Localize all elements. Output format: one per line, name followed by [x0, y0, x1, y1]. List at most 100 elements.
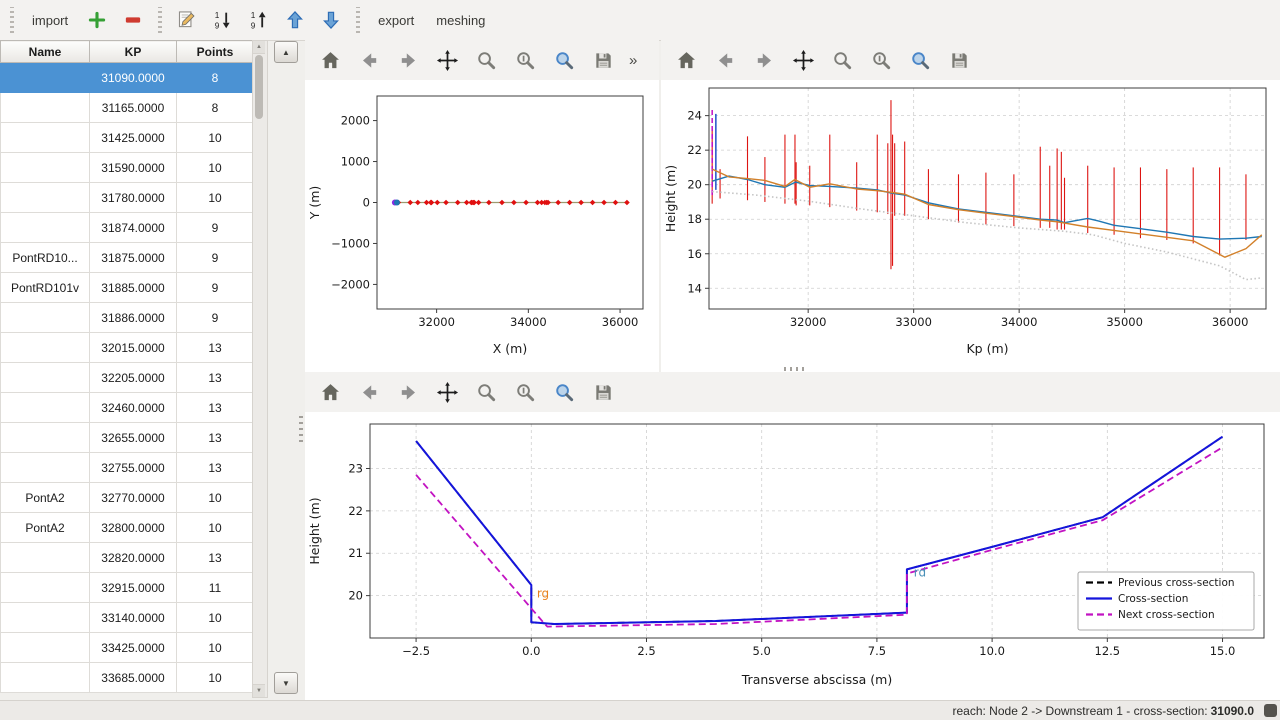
table-row[interactable]: 31165.0000 8	[0, 92, 254, 123]
pan-button[interactable]	[432, 45, 462, 75]
options-button[interactable]	[510, 45, 540, 75]
table-row[interactable]: 32755.0000 13	[0, 452, 254, 483]
cell-kp[interactable]: 32655.0000	[89, 422, 177, 453]
cell-points[interactable]: 13	[176, 422, 254, 453]
cell-name[interactable]	[0, 302, 90, 333]
cell-name[interactable]	[0, 392, 90, 423]
cell-points[interactable]: 13	[176, 542, 254, 573]
cell-points[interactable]: 8	[176, 62, 254, 93]
cell-kp[interactable]: 31780.0000	[89, 182, 177, 213]
cell-points[interactable]: 10	[176, 632, 254, 663]
cell-kp[interactable]: 31875.0000	[89, 242, 177, 273]
table-row[interactable]: 31590.0000 10	[0, 152, 254, 183]
cell-name[interactable]	[0, 62, 90, 93]
cell-name[interactable]	[0, 212, 90, 243]
cell-points[interactable]: 13	[176, 392, 254, 423]
table-row[interactable]: 33685.0000 10	[0, 662, 254, 693]
column-header-kp[interactable]: KP	[89, 40, 177, 63]
forward-button[interactable]	[393, 377, 423, 407]
table-row[interactable]: 33140.0000 10	[0, 602, 254, 633]
column-header-points[interactable]: Points	[176, 40, 254, 63]
toolbar-overflow-chevron[interactable]: »	[629, 51, 638, 69]
cell-points[interactable]: 9	[176, 272, 254, 303]
cell-points[interactable]: 13	[176, 332, 254, 363]
cell-points[interactable]: 9	[176, 212, 254, 243]
back-button[interactable]	[354, 45, 384, 75]
cell-points[interactable]: 11	[176, 572, 254, 603]
cell-kp[interactable]: 32820.0000	[89, 542, 177, 573]
table-scrollbar[interactable]: ▲ ▼	[252, 40, 268, 698]
zoom-button[interactable]	[471, 377, 501, 407]
home-button[interactable]	[671, 45, 701, 75]
table-row[interactable]: 32655.0000 13	[0, 422, 254, 453]
cell-points[interactable]: 13	[176, 452, 254, 483]
move-up-button[interactable]	[278, 3, 312, 37]
pan-button[interactable]	[432, 377, 462, 407]
resize-grip[interactable]	[1264, 704, 1277, 717]
cell-name[interactable]	[0, 332, 90, 363]
table-row[interactable]: 31874.0000 9	[0, 212, 254, 243]
cell-name[interactable]	[0, 572, 90, 603]
cell-kp[interactable]: 32015.0000	[89, 332, 177, 363]
cell-name[interactable]: PontRD101v	[0, 272, 90, 303]
zoom-region-button[interactable]	[549, 45, 579, 75]
cell-name[interactable]	[0, 122, 90, 153]
cell-kp[interactable]: 31874.0000	[89, 212, 177, 243]
cell-name[interactable]: PontA2	[0, 512, 90, 543]
cell-points[interactable]: 10	[176, 602, 254, 633]
cell-kp[interactable]: 33140.0000	[89, 602, 177, 633]
cell-points[interactable]: 9	[176, 242, 254, 273]
table-row[interactable]: PontRD101v 31885.0000 9	[0, 272, 254, 303]
scrollbar-down-stepper[interactable]: ▼	[253, 684, 265, 697]
cell-kp[interactable]: 31590.0000	[89, 152, 177, 183]
forward-button[interactable]	[749, 45, 779, 75]
export-button[interactable]: export	[368, 7, 424, 34]
cell-name[interactable]: PontA2	[0, 482, 90, 513]
longitudinal-profile-chart[interactable]: 32000 33000 34000 35000 36000 14 16 18 20 22 24 Kp …	[661, 80, 1280, 374]
cell-name[interactable]	[0, 182, 90, 213]
cell-points[interactable]: 10	[176, 152, 254, 183]
meshing-button[interactable]: meshing	[426, 7, 495, 34]
cell-kp[interactable]: 33425.0000	[89, 632, 177, 663]
cell-name[interactable]	[0, 662, 90, 693]
cell-name[interactable]	[0, 422, 90, 453]
zoom-region-button[interactable]	[905, 45, 935, 75]
longitudinal-profile-figure[interactable]: 32000 33000 34000 35000 36000 14 16 18 20 22 24 Kp …	[661, 80, 1280, 369]
cell-points[interactable]: 10	[176, 662, 254, 693]
scrollbar-up-stepper[interactable]: ▲	[253, 41, 265, 54]
scroll-up-button[interactable]: ▲	[274, 41, 298, 63]
scroll-down-button[interactable]: ▼	[274, 672, 298, 694]
cell-name[interactable]	[0, 632, 90, 663]
cell-kp[interactable]: 31886.0000	[89, 302, 177, 333]
horizontal-splitter-handle[interactable]	[784, 367, 808, 371]
move-down-button[interactable]	[314, 3, 348, 37]
cross-section-figure[interactable]: −2.5 0.0 2.5 5.0 7.5 10.0 12.5 15.0 20 21 22 23 Tran…	[305, 412, 1280, 700]
zoom-button[interactable]	[827, 45, 857, 75]
cell-points[interactable]: 10	[176, 122, 254, 153]
back-button[interactable]	[710, 45, 740, 75]
pan-button[interactable]	[788, 45, 818, 75]
cross-section-chart[interactable]: −2.5 0.0 2.5 5.0 7.5 10.0 12.5 15.0 20 21 22 23 Tran…	[305, 412, 1280, 705]
cell-points[interactable]: 10	[176, 482, 254, 513]
plan-view-chart[interactable]: 32000 34000 36000 −2000 −1000 0 1000 2000 X (m) Y…	[305, 80, 659, 374]
cell-kp[interactable]: 33685.0000	[89, 662, 177, 693]
table-row[interactable]: 32915.0000 11	[0, 572, 254, 603]
import-button[interactable]: import	[22, 7, 78, 34]
forward-button[interactable]	[393, 45, 423, 75]
cell-points[interactable]: 13	[176, 362, 254, 393]
cell-kp[interactable]: 32770.0000	[89, 482, 177, 513]
save-button[interactable]	[588, 45, 618, 75]
cell-kp[interactable]: 31090.0000	[89, 62, 177, 93]
zoom-button[interactable]	[471, 45, 501, 75]
table-row[interactable]: PontA2 32770.0000 10	[0, 482, 254, 513]
back-button[interactable]	[354, 377, 384, 407]
vertical-splitter-handle[interactable]	[299, 416, 303, 442]
cell-name[interactable]	[0, 542, 90, 573]
cell-points[interactable]: 10	[176, 512, 254, 543]
cell-kp[interactable]: 32915.0000	[89, 572, 177, 603]
cell-kp[interactable]: 31425.0000	[89, 122, 177, 153]
zoom-region-button[interactable]	[549, 377, 579, 407]
table-row[interactable]: PontRD10... 31875.0000 9	[0, 242, 254, 273]
cell-kp[interactable]: 31885.0000	[89, 272, 177, 303]
